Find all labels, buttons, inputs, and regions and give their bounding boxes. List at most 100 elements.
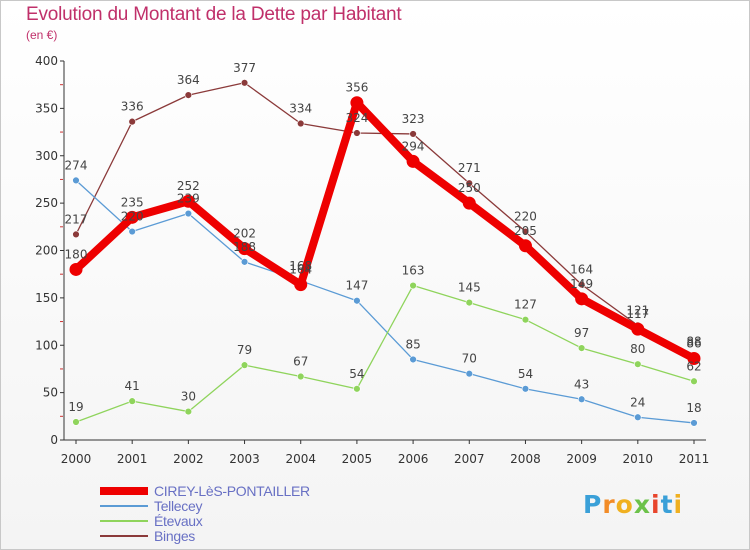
- data-point: [577, 395, 586, 403]
- data-label: 220: [514, 210, 537, 224]
- data-label: 18: [686, 401, 701, 415]
- x-tick-label: 2005: [342, 452, 373, 466]
- proxiti-logo: Proxiti: [583, 490, 683, 519]
- data-point: [575, 292, 589, 306]
- y-tick-label: 150: [35, 291, 58, 305]
- logo-letter: r: [602, 490, 616, 519]
- data-label: 217: [65, 212, 88, 226]
- legend-swatch: [100, 487, 148, 495]
- data-label: 205: [514, 224, 537, 238]
- data-label: 188: [233, 240, 256, 254]
- data-point: [406, 154, 420, 168]
- x-tick-label: 2011: [679, 452, 710, 466]
- data-point: [297, 119, 305, 128]
- logo-letter: o: [615, 490, 634, 519]
- data-point: [181, 194, 195, 208]
- data-label: 274: [65, 158, 88, 172]
- data-point: [69, 262, 83, 276]
- data-label: 334: [289, 102, 312, 116]
- data-point: [631, 322, 645, 336]
- data-point: [72, 230, 80, 239]
- data-point: [184, 407, 193, 416]
- data-point: [409, 130, 417, 138]
- x-tick-label: 2003: [229, 452, 260, 466]
- logo-letter: t: [660, 490, 674, 519]
- data-point: [297, 372, 305, 381]
- data-point: [353, 385, 361, 393]
- data-label: 164: [289, 263, 312, 277]
- data-label: 294: [402, 139, 425, 153]
- data-label: 271: [458, 161, 481, 175]
- x-tick-label: 2008: [510, 452, 541, 466]
- data-label: 324: [345, 111, 368, 125]
- series-line-2: [72, 281, 698, 426]
- y-tick-label: 350: [35, 101, 58, 115]
- data-point: [184, 91, 193, 99]
- data-point: [465, 298, 473, 307]
- data-point: [521, 385, 530, 393]
- data-label: 364: [177, 73, 200, 87]
- series-line: [75, 284, 695, 423]
- legend-label: Tellecey: [154, 498, 203, 514]
- legend-swatch: [100, 520, 148, 522]
- data-label: 79: [237, 343, 252, 357]
- y-tick-label: 100: [35, 338, 58, 352]
- data-point: [72, 418, 80, 426]
- y-tick-label: 0: [50, 433, 58, 447]
- data-point: [465, 179, 473, 187]
- logo-letter: x: [633, 490, 651, 519]
- data-label: 80: [630, 342, 645, 356]
- data-label: 70: [462, 352, 477, 366]
- data-point: [577, 344, 586, 352]
- data-labels: 180 235 252 202 164 356 294 250 205 149 117 86 274 22…: [65, 61, 702, 415]
- data-label: 180: [65, 247, 88, 261]
- data-label: 19: [68, 400, 83, 414]
- data-label: 239: [177, 192, 200, 206]
- data-label: 250: [458, 181, 481, 195]
- data-label: 85: [405, 337, 420, 351]
- data-point: [294, 278, 308, 292]
- data-label: 202: [233, 227, 256, 241]
- legend-swatch: [100, 505, 148, 507]
- data-point: [465, 369, 473, 378]
- data-label: 235: [121, 195, 144, 209]
- data-label: 168: [289, 259, 312, 273]
- data-point: [128, 117, 136, 126]
- data-point: [518, 239, 532, 253]
- series-layer: [69, 79, 701, 427]
- data-point: [462, 196, 476, 210]
- x-tick-label: 2002: [173, 452, 204, 466]
- data-label: 117: [626, 307, 649, 321]
- data-point: [128, 397, 136, 405]
- data-point: [521, 227, 530, 236]
- data-label: 220: [121, 210, 144, 224]
- data-label: 149: [570, 277, 593, 291]
- data-point: [687, 352, 701, 366]
- data-point: [409, 281, 417, 290]
- logo-letter: P: [583, 490, 603, 519]
- data-point: [72, 176, 80, 185]
- data-point: [521, 315, 530, 324]
- data-point: [353, 297, 361, 305]
- data-label: 62: [686, 359, 701, 373]
- logo-letter: i: [651, 490, 661, 519]
- data-label: 97: [574, 326, 589, 340]
- data-label: 54: [349, 367, 364, 381]
- data-label: 30: [181, 390, 196, 404]
- legend-label: Étevaux: [154, 513, 203, 529]
- series-line-1: [72, 176, 698, 427]
- data-label: 377: [233, 61, 256, 75]
- data-point: [353, 129, 361, 137]
- y-tick-label: 200: [35, 244, 58, 258]
- data-label: 323: [402, 112, 425, 126]
- data-point: [184, 209, 193, 218]
- data-label: 164: [570, 263, 593, 277]
- data-label: 67: [293, 355, 308, 369]
- data-point: [634, 360, 642, 368]
- x-tick-label: 2000: [61, 452, 92, 466]
- data-label: 252: [177, 179, 200, 193]
- data-label: 43: [574, 377, 589, 391]
- y-tick-label: 300: [35, 149, 58, 163]
- logo-letter: i: [673, 490, 684, 519]
